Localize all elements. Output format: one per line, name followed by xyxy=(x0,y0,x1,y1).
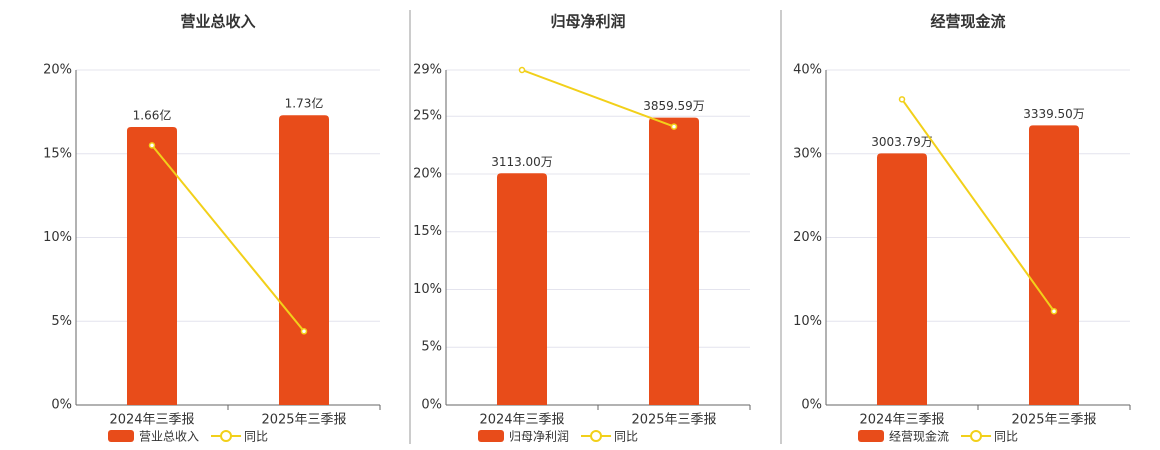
y-tick-label: 20% xyxy=(413,166,442,181)
value-label: 3003.79万 xyxy=(871,135,933,149)
bar xyxy=(649,117,699,406)
x-tick-label: 2024年三季报 xyxy=(109,413,194,428)
x-tick-label: 2025年三季报 xyxy=(1011,413,1096,428)
value-label: 1.66亿 xyxy=(133,107,172,122)
line-point xyxy=(300,328,308,335)
y-tick-label: 10% xyxy=(793,314,822,329)
legend-label: 经营现金流 xyxy=(889,429,949,444)
legend-dot xyxy=(590,430,603,442)
bar xyxy=(279,115,329,405)
legend-label: 归母净利润 xyxy=(509,430,569,444)
y-tick-label: 25% xyxy=(413,109,442,124)
chart-title: 经营现金流 xyxy=(930,13,1005,31)
y-tick-label: 30% xyxy=(793,146,822,161)
x-tick-label: 2025年三季报 xyxy=(631,413,716,428)
line-point xyxy=(1050,307,1058,315)
legend-label: 同比 xyxy=(244,430,268,444)
chart-title: 归母净利润 xyxy=(550,13,625,31)
line xyxy=(521,70,675,128)
chart-title: 营业总收入 xyxy=(180,13,255,31)
y-tick-label: 5% xyxy=(51,314,72,329)
legend-label: 营业总收入 xyxy=(139,430,199,444)
legend-dot xyxy=(220,430,233,442)
legend-swatch xyxy=(478,430,504,442)
legend-label: 同比 xyxy=(994,430,1018,444)
bar xyxy=(877,153,927,405)
legend-swatch xyxy=(108,430,134,442)
legend-swatch xyxy=(858,430,884,442)
y-tick-label: 0% xyxy=(801,398,822,413)
y-tick-label: 10% xyxy=(413,282,442,297)
legend-dot xyxy=(970,430,983,442)
y-tick-label: 29% xyxy=(413,63,442,78)
value-label: 3113.00万 xyxy=(491,155,553,169)
y-tick-label: 15% xyxy=(43,146,72,161)
y-tick-label: 0% xyxy=(421,398,442,413)
x-tick-label: 2025年三季报 xyxy=(261,413,346,428)
bar xyxy=(1029,125,1079,406)
line xyxy=(901,98,1055,312)
y-tick-label: 10% xyxy=(43,230,72,245)
line-point xyxy=(898,96,906,103)
y-tick-label: 5% xyxy=(421,340,442,355)
line-point xyxy=(670,123,678,130)
line-point xyxy=(148,142,156,149)
bar xyxy=(127,126,177,405)
value-label: 3339.50万 xyxy=(1023,107,1085,121)
y-tick-label: 20% xyxy=(793,230,822,245)
y-tick-label: 0% xyxy=(51,398,72,413)
line xyxy=(151,144,305,332)
line-point xyxy=(518,66,526,74)
value-label: 3859.59万 xyxy=(643,99,705,113)
x-tick-label: 2024年三季报 xyxy=(859,413,944,428)
legend-label: 同比 xyxy=(614,430,638,444)
y-tick-label: 15% xyxy=(413,224,442,239)
x-tick-label: 2024年三季报 xyxy=(479,413,564,428)
y-tick-label: 40% xyxy=(793,63,822,78)
bar xyxy=(497,173,547,405)
value-label: 1.73亿 xyxy=(285,96,324,111)
y-tick-label: 20% xyxy=(43,63,72,78)
